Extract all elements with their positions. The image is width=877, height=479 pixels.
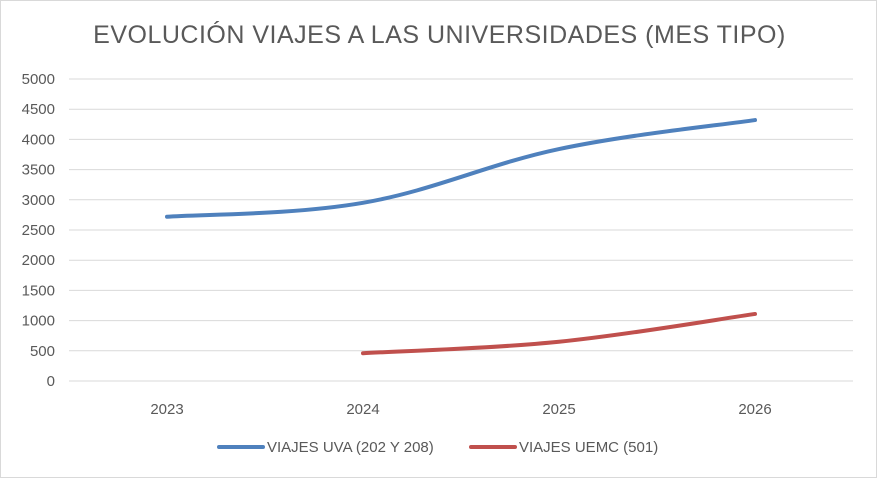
y-tick-label: 1000 bbox=[22, 313, 55, 330]
chart-title: EVOLUCIÓN VIAJES A LAS UNIVERSIDADES (ME… bbox=[93, 21, 786, 49]
y-tick-label: 5000 bbox=[22, 71, 55, 88]
y-tick-label: 500 bbox=[30, 343, 55, 360]
x-tick-label: 2025 bbox=[542, 401, 575, 418]
legend-label: VIAJES UEMC (501) bbox=[519, 439, 658, 456]
y-tick-label: 1500 bbox=[22, 282, 55, 299]
y-tick-label: 2500 bbox=[22, 222, 55, 239]
y-tick-label: 2000 bbox=[22, 252, 55, 269]
series-line-1 bbox=[165, 118, 757, 219]
x-tick-label: 2026 bbox=[738, 401, 771, 418]
y-tick-label: 3500 bbox=[22, 162, 55, 179]
legend-label: VIAJES UVA (202 Y 208) bbox=[267, 439, 434, 456]
x-tick-label: 2024 bbox=[346, 401, 379, 418]
y-tick-label: 4500 bbox=[22, 101, 55, 118]
x-tick-label: 2023 bbox=[150, 401, 183, 418]
series-line-2 bbox=[361, 311, 757, 356]
y-tick-label: 3000 bbox=[22, 192, 55, 209]
y-tick-label: 4000 bbox=[22, 131, 55, 148]
y-tick-label: 0 bbox=[47, 373, 55, 390]
